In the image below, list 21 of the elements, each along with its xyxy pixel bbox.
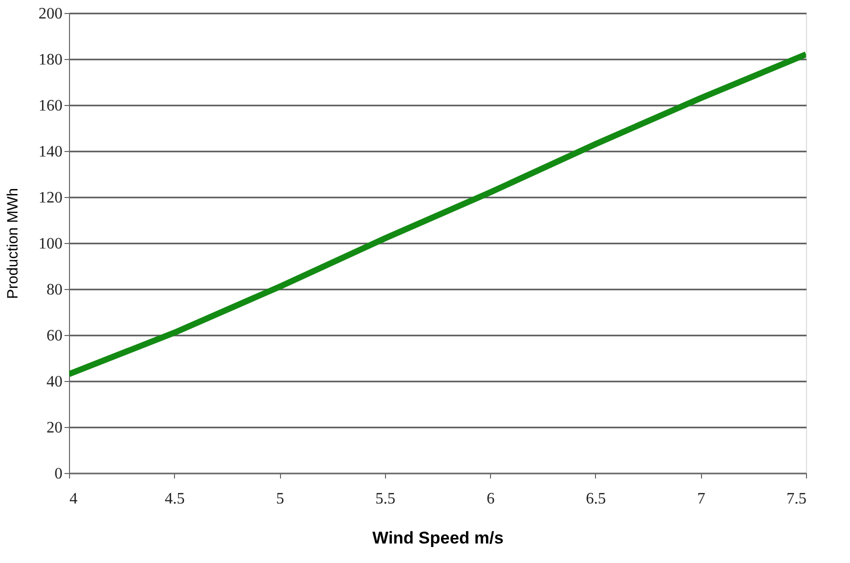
x-axis-title: Wind Speed m/s — [372, 528, 504, 548]
y-tick-label: 80 — [46, 282, 62, 298]
y-tick-label: 200 — [38, 6, 62, 22]
x-tick-label: 5.5 — [375, 490, 396, 508]
y-tick-label: 140 — [38, 144, 62, 160]
y-tick-label: 100 — [38, 236, 62, 252]
y-tick-label: 60 — [46, 328, 62, 344]
y-tick-label: 180 — [38, 52, 62, 68]
y-axis-title: Production MWh — [4, 188, 22, 299]
x-tick-label: 5 — [276, 490, 284, 508]
y-tick-label: 0 — [54, 466, 62, 482]
y-tick-label: 160 — [38, 98, 62, 114]
x-tick-label: 4 — [70, 490, 78, 508]
y-tick-label: 120 — [38, 190, 62, 206]
x-tick-label: 4.5 — [164, 490, 185, 508]
x-tick-label: 7 — [697, 490, 706, 508]
y-tick-label: 40 — [46, 374, 62, 390]
x-tick-label: 6.5 — [586, 490, 606, 508]
x-tick-label: 7.5 — [786, 490, 806, 508]
y-tick-label: 20 — [46, 420, 62, 436]
x-tick-label: 6 — [486, 490, 495, 508]
